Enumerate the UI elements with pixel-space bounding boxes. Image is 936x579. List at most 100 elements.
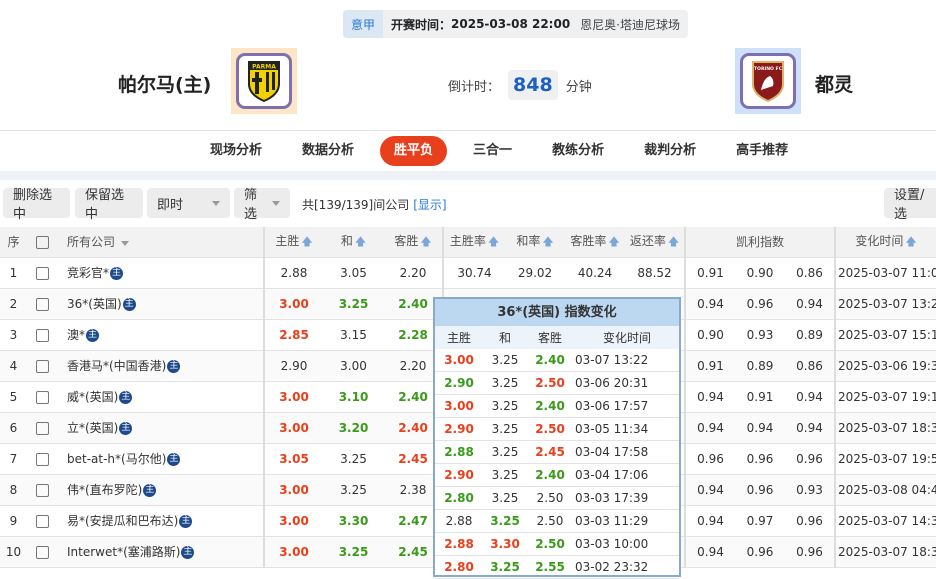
home-badge-icon: 主 bbox=[143, 484, 157, 497]
col-time[interactable]: 变化时间 🡅 bbox=[834, 227, 936, 258]
change-time[interactable]: 2025-03-07 19:17 bbox=[834, 381, 936, 413]
tab-2[interactable]: 胜平负 bbox=[380, 136, 448, 166]
company-cell[interactable]: 伟*(直布罗陀) 主 bbox=[57, 474, 264, 506]
odds-home[interactable]: 2.88 bbox=[263, 257, 323, 289]
tab-6[interactable]: 高手推荐 bbox=[736, 143, 789, 158]
col-away-rate[interactable]: 客胜率 🡅 bbox=[565, 227, 625, 258]
kelly-cell: 0.94 bbox=[684, 381, 735, 413]
company-cell[interactable]: 易*(安提瓜和巴布达) 主 bbox=[57, 505, 264, 537]
company-cell[interactable]: 威*(英国) 主 bbox=[57, 381, 264, 413]
col-away-rate-label: 客胜率 bbox=[570, 233, 607, 248]
away-team-logo[interactable]: TORINO FC bbox=[735, 48, 801, 114]
row-checkbox[interactable] bbox=[27, 350, 57, 382]
tab-0[interactable]: 现场分析 bbox=[210, 143, 263, 158]
match-info-bar: 意甲 开赛时间： 2025-03-08 22:00 恩尼奥·塔迪尼球场 bbox=[343, 10, 688, 38]
table-row[interactable]: 1 竞彩官* 主 2.88 3.05 2.20 30.74 29.02 40.24 88.52 0.… bbox=[0, 257, 936, 289]
odds-draw[interactable]: 3.30 bbox=[323, 505, 384, 537]
company-cell[interactable]: 竞彩官* 主 bbox=[57, 257, 264, 289]
settings-button[interactable]: 设置/选 bbox=[884, 188, 936, 222]
odds-draw[interactable]: 3.15 bbox=[323, 319, 384, 351]
odds-draw[interactable]: 3.25 bbox=[323, 536, 384, 568]
show-link[interactable]: [显示] bbox=[413, 198, 447, 212]
filter-dropdown[interactable]: 筛选 bbox=[234, 188, 290, 222]
row-checkbox[interactable] bbox=[27, 536, 57, 568]
tab-3[interactable]: 三合一 bbox=[473, 143, 513, 158]
change-time[interactable]: 2025-03-07 18:35 bbox=[834, 536, 936, 568]
change-time[interactable]: 2025-03-08 04:47 bbox=[834, 474, 936, 506]
row-index: 5 bbox=[0, 381, 27, 413]
row-checkbox[interactable] bbox=[27, 257, 57, 289]
change-time[interactable]: 2025-03-07 19:58 bbox=[834, 443, 936, 475]
mode-select[interactable]: 即时 bbox=[147, 188, 230, 218]
popup-draw: 3.25 bbox=[491, 468, 519, 482]
select-all-checkbox[interactable] bbox=[27, 227, 57, 258]
sort-arrow-icon: 🡅 bbox=[608, 234, 620, 248]
odds-home[interactable]: 3.00 bbox=[263, 288, 323, 320]
odds-draw[interactable]: 3.20 bbox=[323, 412, 384, 444]
filter-label: 筛选 bbox=[244, 188, 258, 222]
company-cell[interactable]: 36*(英国) 主 bbox=[57, 288, 264, 320]
company-name: 立*(英国) bbox=[67, 421, 119, 435]
odds-draw[interactable]: 3.25 bbox=[323, 443, 384, 475]
tab-4[interactable]: 教练分析 bbox=[552, 143, 605, 158]
keep-selected-button[interactable]: 保留选中 bbox=[75, 188, 143, 222]
odds-home[interactable]: 2.85 bbox=[263, 319, 323, 351]
change-time[interactable]: 2025-03-06 19:32 bbox=[834, 350, 936, 382]
delete-selected-button[interactable]: 删除选中 bbox=[3, 188, 70, 222]
odds-draw[interactable]: 3.05 bbox=[323, 257, 384, 289]
col-return-rate[interactable]: 返还率 🡅 bbox=[625, 227, 685, 258]
row-checkbox[interactable] bbox=[27, 381, 57, 413]
row-checkbox[interactable] bbox=[27, 443, 57, 475]
popup-away: 2.40 bbox=[535, 353, 565, 367]
odds-home[interactable]: 3.00 bbox=[263, 381, 323, 413]
change-time[interactable]: 2025-03-07 13:23 bbox=[834, 288, 936, 320]
popup-away: 2.50 bbox=[535, 376, 565, 390]
company-cell[interactable]: 香港马*(中国香港) 主 bbox=[57, 350, 264, 382]
col-home[interactable]: 主胜 🡅 bbox=[263, 227, 323, 258]
section-band bbox=[0, 171, 936, 180]
col-company[interactable]: 所有公司 bbox=[57, 227, 264, 258]
odds-home[interactable]: 3.00 bbox=[263, 412, 323, 444]
tab-1[interactable]: 数据分析 bbox=[302, 143, 355, 158]
popup-draw: 3.25 bbox=[491, 353, 519, 367]
row-checkbox[interactable] bbox=[27, 412, 57, 444]
row-checkbox[interactable] bbox=[27, 288, 57, 320]
away-team-name[interactable]: 都灵 bbox=[815, 74, 854, 96]
league-tag[interactable]: 意甲 bbox=[343, 10, 384, 38]
company-cell[interactable]: 澳* 主 bbox=[57, 319, 264, 351]
col-home-rate[interactable]: 主胜率 🡅 bbox=[442, 227, 505, 258]
tab-5[interactable]: 裁判分析 bbox=[644, 143, 697, 158]
odds-home[interactable]: 3.00 bbox=[263, 536, 323, 568]
kelly-cell: 0.97 bbox=[735, 505, 785, 537]
odds-draw[interactable]: 3.10 bbox=[323, 381, 384, 413]
odds-draw[interactable]: 3.25 bbox=[323, 474, 384, 506]
home-team-logo[interactable]: PARMA bbox=[231, 48, 297, 114]
change-time[interactable]: 2025-03-07 14:39 bbox=[834, 505, 936, 537]
row-index: 1 bbox=[0, 257, 27, 289]
kelly-cell: 0.96 bbox=[785, 536, 835, 568]
col-draw[interactable]: 和 🡅 bbox=[323, 227, 384, 258]
popup-col-draw: 和 bbox=[498, 331, 511, 345]
change-time[interactable]: 2025-03-07 11:01 bbox=[834, 257, 936, 289]
row-checkbox[interactable] bbox=[27, 319, 57, 351]
col-draw-rate[interactable]: 和率 🡅 bbox=[505, 227, 565, 258]
row-checkbox[interactable] bbox=[27, 505, 57, 537]
change-time[interactable]: 2025-03-07 18:38 bbox=[834, 412, 936, 444]
home-badge-icon: 主 bbox=[119, 391, 133, 404]
odds-home[interactable]: 3.00 bbox=[263, 505, 323, 537]
odds-draw[interactable]: 3.25 bbox=[323, 288, 384, 320]
change-time[interactable]: 2025-03-07 15:17 bbox=[834, 319, 936, 351]
home-team-name[interactable]: 帕尔马(主) bbox=[118, 74, 212, 96]
odds-away[interactable]: 2.20 bbox=[384, 257, 443, 289]
odds-home[interactable]: 3.05 bbox=[263, 443, 323, 475]
popup-row: 2.88 3.25 2.45 03-04 17:58 bbox=[435, 441, 679, 464]
company-cell[interactable]: Interwet*(塞浦路斯) 主 bbox=[57, 536, 264, 568]
company-cell[interactable]: 立*(英国) 主 bbox=[57, 412, 264, 444]
odds-draw[interactable]: 3.00 bbox=[323, 350, 384, 382]
row-checkbox[interactable] bbox=[27, 474, 57, 506]
odds-home[interactable]: 2.90 bbox=[263, 350, 323, 382]
col-away[interactable]: 客胜 🡅 bbox=[384, 227, 443, 258]
col-idx: 序 bbox=[0, 227, 27, 258]
company-cell[interactable]: bet-at-h*(马尔他) 主 bbox=[57, 443, 264, 475]
odds-home[interactable]: 3.00 bbox=[263, 474, 323, 506]
